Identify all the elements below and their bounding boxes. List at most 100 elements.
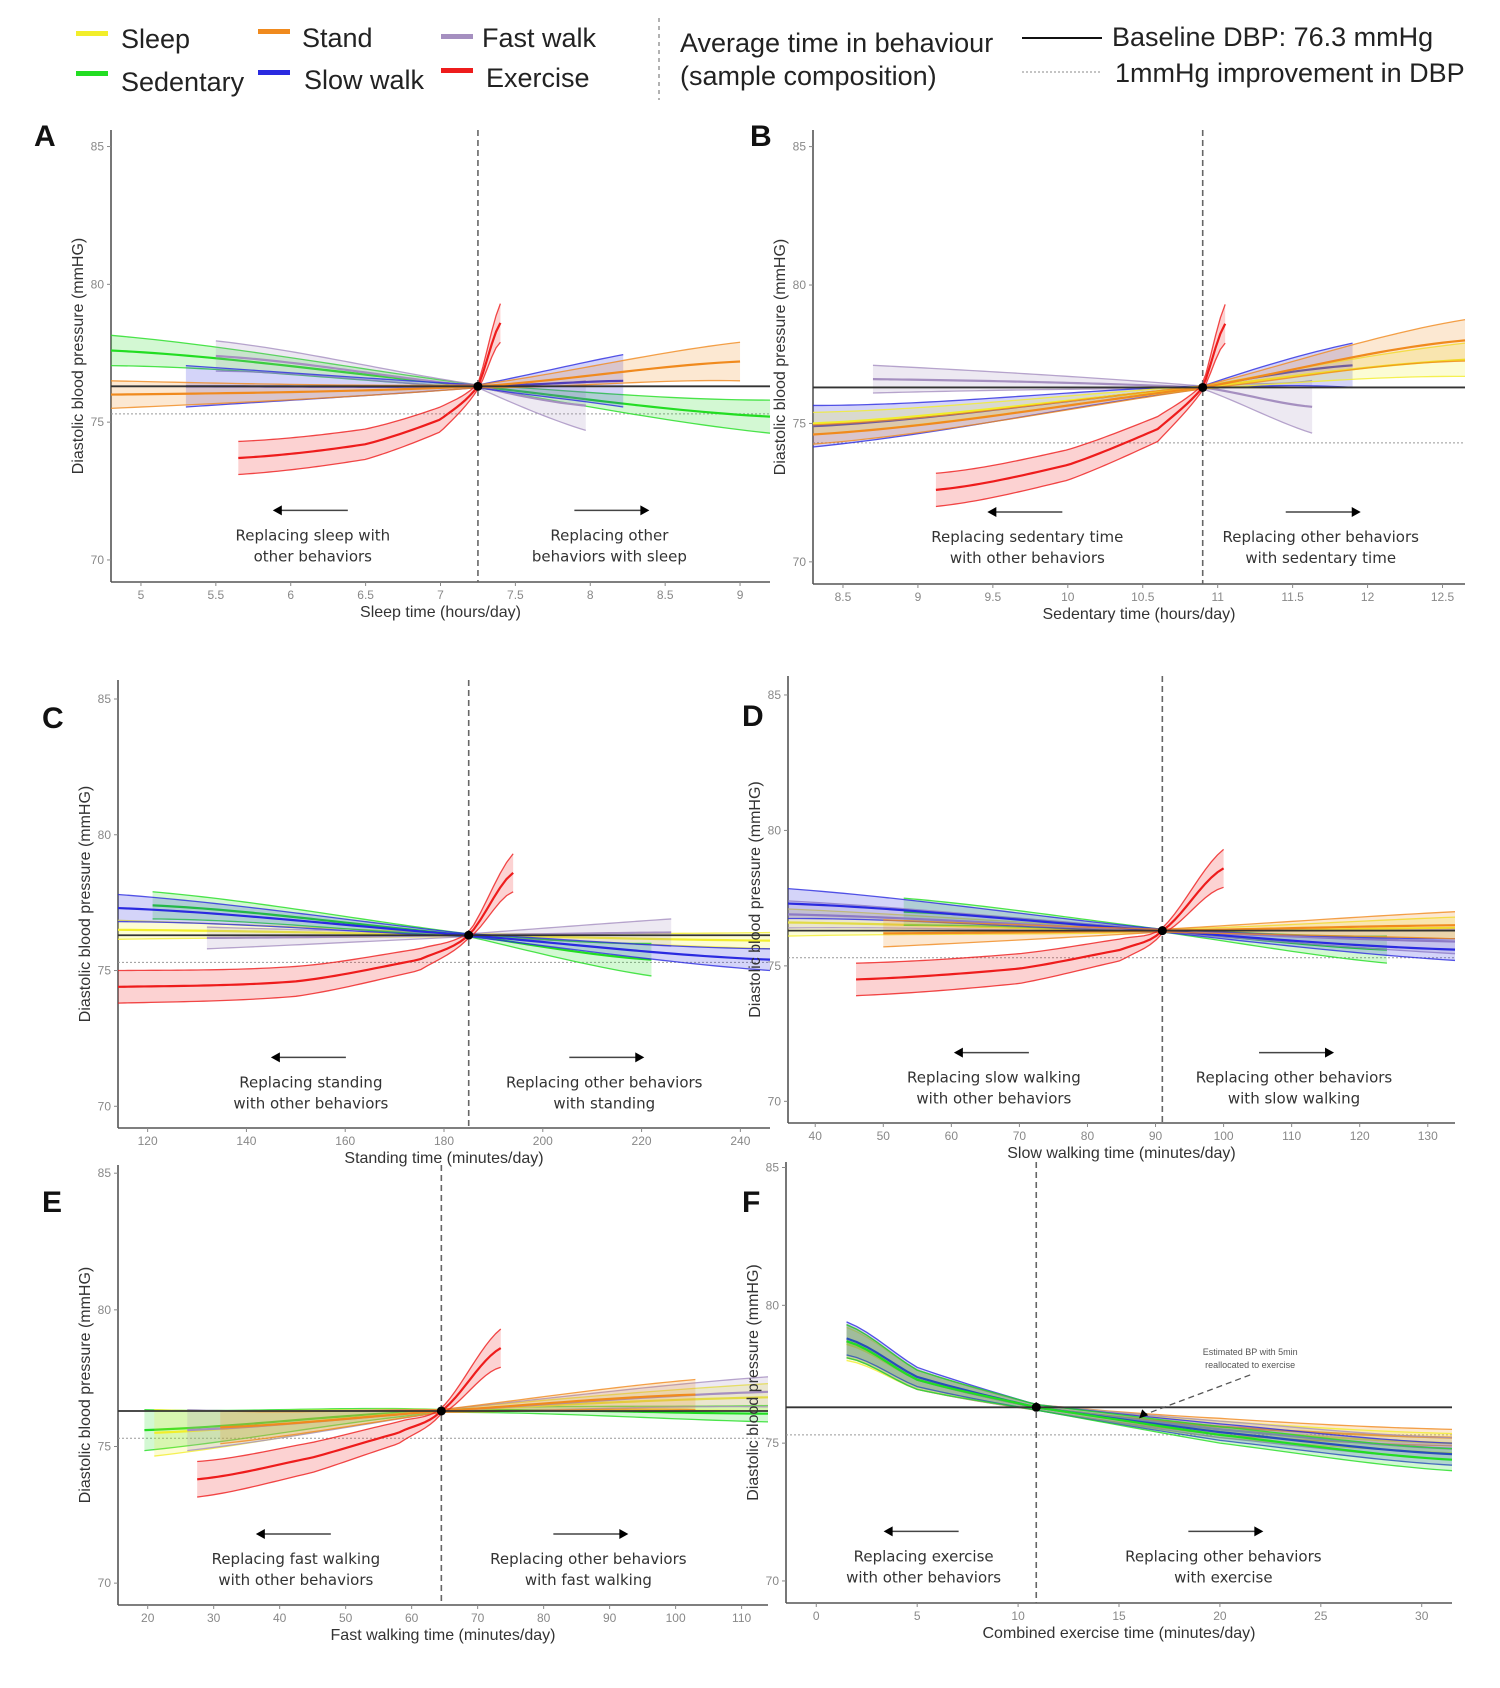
ci-upper-stand: [812, 318, 1466, 426]
ci-lower-exercise: [197, 1366, 501, 1498]
legend-label-slow-walk: Slow walk: [304, 65, 425, 95]
panel-letter-e: E: [42, 1186, 62, 1219]
annotation-left-line: Replacing sleep with: [236, 526, 391, 544]
arrow-right-icon: [1254, 1526, 1264, 1537]
y-tick-label: 70: [793, 555, 807, 569]
x-tick-label: 7: [437, 588, 444, 602]
ci-lower-exercise: [238, 341, 501, 476]
arrow-left-icon: [272, 505, 282, 516]
x-tick-label: 6.5: [357, 588, 374, 602]
y-axis-title: Diastolic blood pressure (mmHG): [772, 239, 789, 476]
ci-band-slow-walk: [788, 888, 1455, 961]
x-tick-label: 200: [533, 1134, 553, 1148]
ci-upper-exercise: [197, 1328, 502, 1463]
legend-baseline-label: Baseline DBP: 76.3 mmHg: [1112, 22, 1433, 52]
x-tick-label: 40: [273, 1611, 287, 1625]
ci-band-exercise: [118, 853, 514, 1004]
x-axis-title: Fast walking time (minutes/day): [331, 1627, 556, 1644]
ci-band-stand: [813, 319, 1465, 445]
annotation-right-line: behaviors with sleep: [532, 547, 687, 565]
ci-upper-stand: [883, 911, 1456, 930]
x-axis-title: Standing time (minutes/day): [344, 1150, 543, 1167]
x-tick-label: 180: [434, 1134, 454, 1148]
legend-swatch-slow-walk: [258, 70, 290, 75]
annotation-left-line: Replacing standing: [239, 1073, 382, 1091]
x-tick-label: 15: [1112, 1609, 1126, 1623]
y-tick-label: 85: [768, 688, 782, 702]
x-axis-title: Slow walking time (minutes/day): [1007, 1145, 1236, 1162]
x-tick-label: 20: [1213, 1609, 1227, 1623]
legend-swatch-fast-walk: [441, 34, 473, 39]
annotation-left-line: Replacing sedentary time: [931, 528, 1123, 546]
panel-b: B 70 75 80 85 8.5 9 9.5 10 10.5 11 11.5 12 12.5 Sedent…: [750, 120, 1466, 623]
series-line-exercise: [935, 323, 1227, 491]
x-tick-label: 50: [339, 1611, 353, 1625]
y-axis-title: Diastolic blood pressure (mmHG): [77, 1267, 94, 1504]
y-axis-title: Diastolic blood pressure (mmHG): [77, 786, 94, 1023]
ci-upper-sedentary: [846, 1324, 1453, 1450]
arrow-left-icon: [270, 1052, 280, 1063]
y-tick-label: 70: [98, 1099, 112, 1113]
ci-upper-exercise: [935, 304, 1226, 474]
arrow-right-icon: [640, 505, 650, 516]
ci-lower-exercise: [117, 891, 514, 1004]
ci-lower-slow-walk: [846, 1354, 1453, 1466]
series-group: [812, 304, 1466, 508]
series-group: [117, 853, 771, 1004]
x-tick-label: 8: [587, 588, 594, 602]
series-line-exercise: [197, 1347, 502, 1481]
ci-upper-slow-walk: [185, 353, 624, 386]
x-axis-title: Sedentary time (hours/day): [1043, 606, 1236, 623]
arrow-right-icon: [1325, 1047, 1335, 1058]
ci-band-sedentary: [144, 1405, 768, 1451]
annotation-right-line: Replacing other behaviors: [1125, 1547, 1322, 1565]
x-tick-label: 9.5: [985, 590, 1002, 604]
annotation-right-line: Replacing other behaviors: [1196, 1069, 1393, 1087]
x-axis-title: Sleep time (hours/day): [360, 604, 521, 621]
x-tick-label: 110: [732, 1611, 751, 1625]
legend-label-exercise: Exercise: [486, 63, 590, 93]
arrow-right-icon: [1351, 507, 1361, 518]
series-group: [110, 303, 771, 476]
legend-item-stand: Stand: [258, 23, 373, 53]
x-tick-label: 60: [945, 1129, 959, 1143]
sample-composition-point: [436, 1406, 446, 1416]
panel-letter-d: D: [742, 700, 764, 733]
x-tick-label: 7.5: [507, 588, 524, 602]
series-line-fast-walk: [787, 913, 1456, 943]
y-tick-label: 75: [91, 415, 105, 429]
legend: Sleep Sedentary Stand Slow walk Fast wal…: [76, 18, 1465, 100]
panel-letter-b: B: [750, 120, 772, 153]
x-tick-label: 80: [537, 1611, 551, 1625]
x-tick-label: 90: [1149, 1129, 1163, 1143]
series-line-fast-walk: [215, 354, 586, 407]
x-tick-label: 5.5: [207, 588, 224, 602]
y-tick-label: 75: [766, 1436, 780, 1450]
x-tick-label: 130: [1418, 1129, 1438, 1143]
y-tick-label: 75: [768, 959, 782, 973]
x-tick-label: 5: [138, 588, 145, 602]
annotation-left-line: other behaviors: [254, 547, 373, 565]
annotation-right-line: with exercise: [1174, 1568, 1273, 1586]
x-tick-label: 12: [1361, 590, 1375, 604]
ci-lower-stand: [883, 931, 1456, 948]
legend-item-exercise: Exercise: [441, 63, 590, 93]
arrow-left-icon: [987, 507, 997, 518]
x-tick-label: 12.5: [1431, 590, 1455, 604]
annotation-right-line: with fast walking: [525, 1571, 652, 1589]
ci-band-sedentary: [152, 891, 652, 976]
point-annotation-arrow-icon: [1139, 1409, 1149, 1419]
legend-improvement-label: 1mmHg improvement in DBP: [1115, 58, 1465, 88]
y-tick-label: 80: [98, 828, 112, 842]
ci-lower-sedentary: [152, 918, 652, 977]
series-line-slow-walk: [117, 906, 771, 961]
x-tick-label: 240: [730, 1134, 750, 1148]
series-group: [144, 1328, 769, 1498]
x-tick-label: 140: [236, 1134, 256, 1148]
ci-band-sedentary: [111, 335, 770, 434]
series-line-fast-walk: [872, 378, 1313, 408]
y-axis-title: Diastolic blood pressure (mmHG): [70, 238, 87, 475]
panel-c: C 70 75 80 85 120 140 160 180 200 220 240 Standing t…: [42, 680, 771, 1167]
x-tick-label: 100: [666, 1611, 686, 1625]
